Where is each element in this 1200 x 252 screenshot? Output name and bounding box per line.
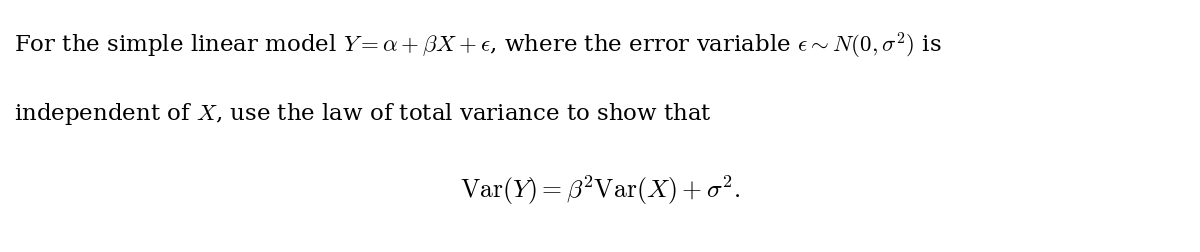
Text: $\mathrm{Var}(Y) = \beta^2\mathrm{Var}(X) + \sigma^2.$: $\mathrm{Var}(Y) = \beta^2\mathrm{Var}(X… xyxy=(460,173,740,207)
Text: independent of $X$, use the law of total variance to show that: independent of $X$, use the law of total… xyxy=(14,101,713,127)
Text: For the simple linear model $Y = \alpha + \beta X + \epsilon$, where the error v: For the simple linear model $Y = \alpha … xyxy=(14,30,942,60)
